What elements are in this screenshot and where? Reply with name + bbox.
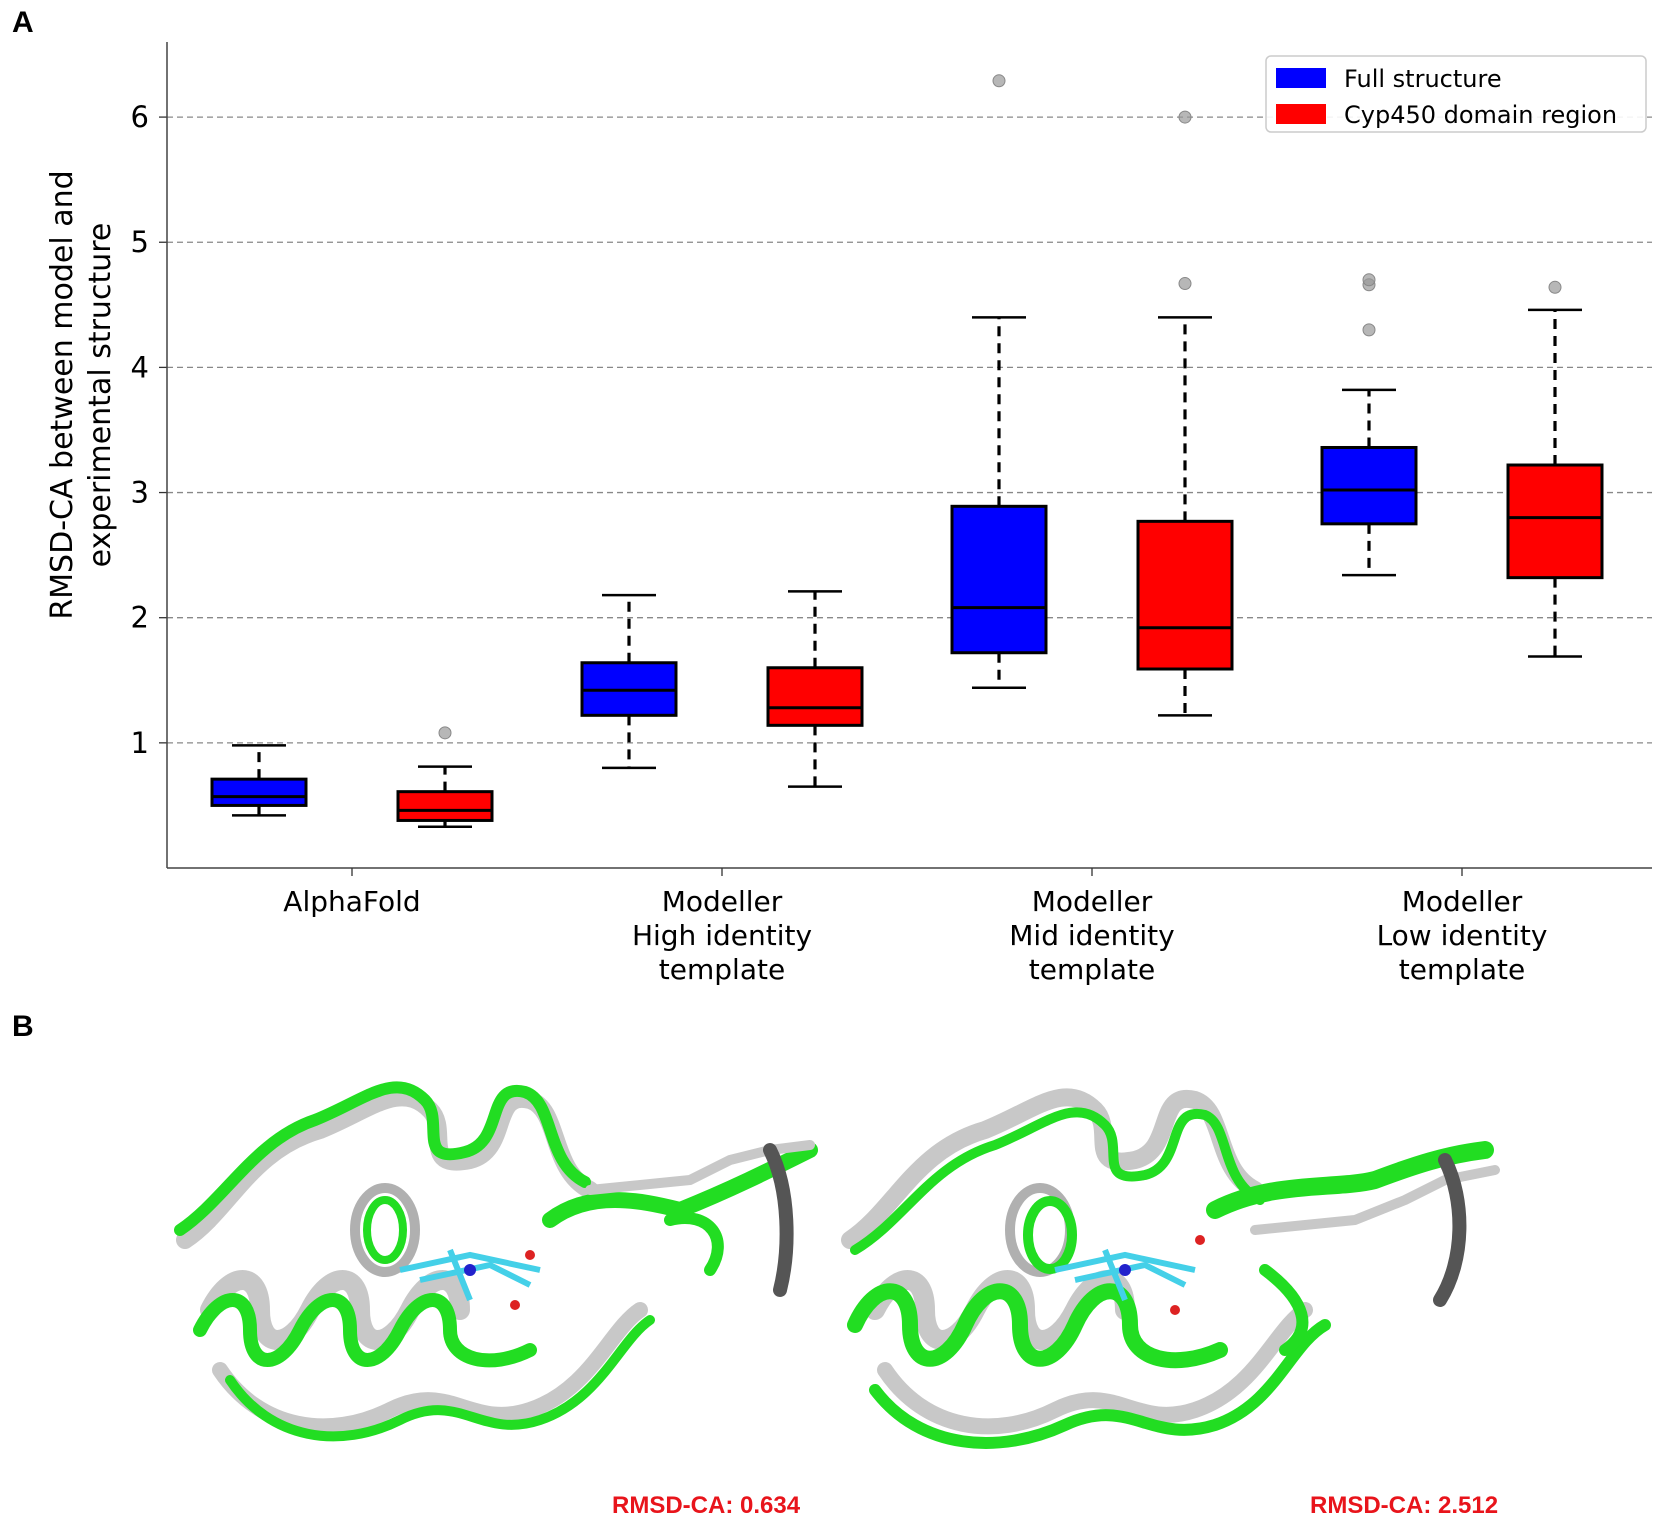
outlier-point (438, 726, 452, 740)
legend-label: Cyp450 domain region (1344, 101, 1617, 129)
x-tick-label: Modeller (1402, 885, 1523, 918)
legend-frame (1265, 55, 1647, 133)
outlier-point (992, 74, 1006, 88)
y-tick-label: 4 (131, 350, 149, 384)
x-tick-label: template (659, 953, 785, 986)
y-tick-label: 6 (131, 100, 149, 134)
rmsd-label-modeller-low: RMSD-CA: 2.512 (1310, 1492, 1499, 1519)
box (1320, 445, 1418, 526)
box (396, 790, 494, 822)
y-axis-label: experimental structure (83, 223, 118, 568)
x-tick-label: High identity (632, 919, 812, 952)
y-tick-label: 5 (131, 225, 149, 259)
x-tick-label: template (1029, 953, 1155, 986)
y-tick-label: 1 (131, 726, 149, 760)
x-tick-label: template (1399, 953, 1525, 986)
outlier-point (1362, 323, 1376, 337)
box (950, 504, 1048, 655)
outlier-point (1178, 110, 1192, 124)
outlier-point (1362, 273, 1376, 287)
y-axis-label: RMSD-CA between model and (45, 170, 80, 619)
panel-label-a: A (12, 6, 34, 39)
beta-sheet-arm (585, 1140, 815, 1195)
x-tick-label: Modeller (1032, 885, 1153, 918)
box (210, 777, 308, 807)
x-tick-label: Low identity (1377, 919, 1548, 952)
heme-ligand (399, 1248, 541, 1310)
box (766, 666, 864, 727)
legend-swatch (1276, 68, 1326, 88)
central-helix (350, 1183, 420, 1277)
box (1136, 519, 1234, 671)
outlier-point (1178, 277, 1192, 291)
box-plot: 1 2 3 4 5 6 RMSD-CA between model and experimen… (45, 42, 1652, 986)
legend-swatch (1276, 104, 1326, 124)
x-tick-label: Mid identity (1009, 919, 1174, 952)
y-tick-label: 3 (131, 476, 149, 510)
panel-label-b: B (12, 1010, 34, 1043)
structure-superposition-figure (174, 1081, 1500, 1449)
model-ribbon (174, 1081, 591, 1236)
rmsd-label-alphafold: RMSD-CA: 0.634 (612, 1492, 801, 1519)
modeller-low-identity-structure (841, 1088, 1500, 1449)
x-tick-label: Modeller (662, 885, 783, 918)
box (1506, 463, 1604, 580)
x-tick-label: AlphaFold (283, 885, 420, 918)
legend-label: Full structure (1344, 65, 1502, 93)
outlier-point (1548, 280, 1562, 294)
model-helices (193, 1293, 537, 1368)
alphafold-structure (174, 1081, 818, 1442)
y-tick-label: 2 (131, 601, 149, 635)
